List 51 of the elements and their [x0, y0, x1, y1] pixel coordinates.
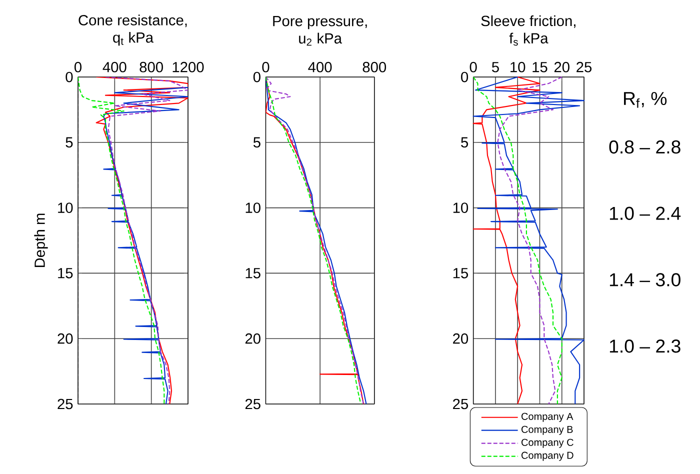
y-tick-label: 15 [58, 268, 73, 278]
y-tick-label: 10 [246, 202, 260, 213]
x-tick-label: 400 [308, 62, 332, 72]
x-tick-label: 0 [470, 62, 477, 72]
y-tick-label: 5 [66, 137, 73, 148]
line-series [472, 76, 585, 405]
x-tick-label: 20 [554, 62, 570, 72]
y-tick-label: 0 [66, 72, 73, 82]
y-tick-label: 10 [453, 202, 468, 213]
y-tick-label: 25 [453, 398, 468, 410]
x-tick-label: 800 [140, 62, 163, 72]
chart-title: Cone resistance, [78, 14, 187, 28]
x-tick-label: 400 [102, 62, 126, 72]
x-axis-title: q$_{t}$ kPa [113, 32, 154, 46]
y-tick-label: 25 [245, 398, 260, 410]
text: 0.8 – 2.8 [609, 140, 680, 154]
text: 1.0 – 2.4 [610, 206, 681, 220]
x-tick-label: 0 [262, 62, 270, 72]
y-tick-label: 20 [58, 333, 73, 344]
legend-label: Company A [522, 412, 574, 422]
x-tick-label: 1200 [172, 62, 204, 72]
y-tick-label: 5 [461, 137, 468, 148]
y-tick-label: 15 [453, 268, 468, 278]
x-tick-label: 5 [492, 62, 499, 72]
text: R$_{f}$, % [624, 92, 667, 108]
legend-label: Company B [522, 426, 573, 435]
y-tick-label: 5 [253, 137, 260, 148]
x-tick-label: 0 [74, 62, 82, 72]
y-tick-label: 0 [461, 72, 468, 82]
y-tick-label: 15 [246, 268, 260, 278]
y-tick-label: 20 [245, 333, 260, 344]
y-tick-label: 20 [453, 333, 468, 344]
y-axis-title: Depth m [34, 214, 48, 267]
legend-label: Company D [522, 452, 574, 461]
x-axis-title: u$_{2}$ kPa [299, 32, 342, 46]
x-tick-label: 15 [532, 62, 548, 72]
legend-label: Company C [522, 438, 574, 448]
x-tick-label: 800 [362, 62, 386, 72]
chart-title: Pore pressure, [273, 16, 367, 30]
chart-title: Sleeve friction, [481, 15, 576, 28]
x-axis-title: f$_{s}$ kPa [509, 32, 548, 46]
line-series [472, 76, 562, 405]
x-tick-label: 10 [510, 62, 526, 72]
x-tick-label: 25 [576, 62, 592, 72]
line-series [497, 76, 562, 405]
y-tick-label: 25 [58, 398, 73, 410]
y-tick-label: 0 [253, 72, 260, 82]
text: 1.0 – 2.3 [610, 339, 680, 353]
line-series [472, 76, 540, 405]
y-tick-label: 10 [58, 202, 73, 213]
text: 1.4 – 3.0 [610, 273, 680, 286]
